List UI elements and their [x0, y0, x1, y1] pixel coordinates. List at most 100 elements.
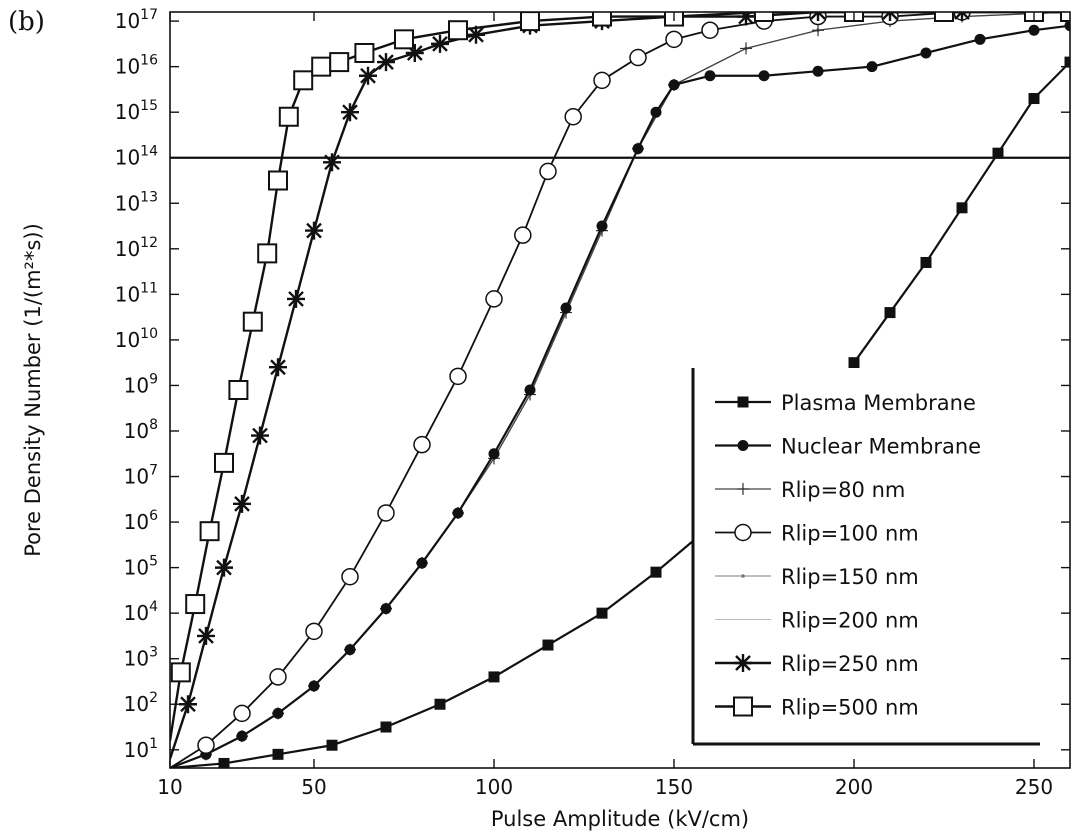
data-point [975, 34, 986, 45]
data-point [377, 53, 395, 71]
data-point [435, 699, 446, 710]
data-point [543, 640, 554, 651]
data-point [342, 569, 358, 585]
legend-label: Rlip=80 nm [781, 478, 905, 502]
legend-marker [738, 397, 749, 408]
y-tick-label: 108 [124, 417, 158, 443]
data-point [449, 21, 467, 39]
legend-label: Rlip=100 nm [781, 522, 919, 546]
data-point [1029, 93, 1040, 104]
data-point [565, 109, 581, 125]
data-point [666, 31, 682, 47]
data-point [812, 24, 824, 36]
legend-marker [735, 525, 751, 541]
data-point [651, 567, 662, 578]
y-tick-label: 1015 [115, 98, 158, 124]
y-tick-label: 1013 [115, 189, 158, 215]
data-point [345, 644, 356, 655]
data-point [540, 163, 556, 179]
y-tick-label: 1017 [115, 7, 158, 33]
legend-label: Plasma Membrane [781, 391, 976, 415]
data-point [197, 627, 215, 645]
data-point [525, 385, 536, 396]
data-point [849, 357, 860, 368]
data-point [215, 559, 233, 577]
data-point [270, 669, 286, 685]
data-point [705, 70, 716, 81]
data-point [417, 558, 428, 569]
data-point [355, 44, 373, 62]
y-tick-label: 1012 [115, 235, 158, 261]
data-point [327, 740, 338, 751]
legend-marker [741, 574, 745, 578]
data-point [740, 42, 752, 54]
data-point [737, 8, 755, 26]
y-tick-label: 109 [124, 371, 158, 397]
data-point [172, 663, 190, 681]
data-point [305, 222, 323, 240]
data-point [561, 303, 572, 314]
data-point [593, 8, 611, 26]
data-point [215, 454, 233, 472]
y-tick-label: 103 [124, 645, 158, 671]
y-tick-label: 107 [124, 463, 158, 489]
data-point [867, 61, 878, 72]
data-point [633, 143, 644, 154]
y-tick-label: 101 [124, 736, 158, 762]
data-point [306, 623, 322, 639]
y-axis-title: Pore Density Number (1/(m²*s)) [21, 223, 45, 557]
data-point [244, 313, 262, 331]
legend-label: Rlip=150 nm [781, 565, 919, 589]
data-point [486, 291, 502, 307]
data-point [921, 257, 932, 268]
data-point [414, 437, 430, 453]
legend-label: Rlip=500 nm [781, 696, 919, 720]
y-tick-label: 104 [124, 599, 158, 625]
data-point [179, 695, 197, 713]
data-point [594, 72, 610, 88]
data-point [813, 66, 824, 77]
data-point [669, 79, 680, 90]
data-point [312, 58, 330, 76]
legend: Plasma MembraneNuclear MembraneRlip=80 n… [693, 368, 1040, 744]
y-tick-label: 102 [124, 690, 158, 716]
legend-marker [738, 440, 749, 451]
data-point [597, 221, 608, 232]
data-point [341, 103, 359, 121]
y-tick-label: 1010 [115, 326, 158, 352]
data-point [233, 495, 251, 513]
data-point [359, 67, 377, 85]
data-point [269, 172, 287, 190]
legend-marker [734, 654, 752, 672]
data-point [280, 108, 298, 126]
data-point [885, 307, 896, 318]
x-tick-label: 200 [835, 775, 873, 799]
panel-label: (b) [8, 7, 45, 37]
data-point [395, 30, 413, 48]
data-point [258, 244, 276, 262]
data-point [381, 722, 392, 733]
x-tick-label: 100 [475, 775, 513, 799]
data-point [921, 47, 932, 58]
x-tick-label: 250 [1015, 775, 1053, 799]
x-tick-label: 150 [655, 775, 693, 799]
legend-entry: Rlip=500 nm [715, 696, 919, 720]
y-tick-label: 105 [124, 554, 158, 580]
data-point [651, 107, 662, 118]
legend-label: Rlip=200 nm [781, 609, 919, 633]
y-tick-label: 1016 [115, 53, 158, 79]
data-point [521, 12, 539, 30]
data-point [186, 595, 204, 613]
legend-marker [734, 698, 752, 716]
data-point [287, 290, 305, 308]
legend-box [693, 368, 1040, 744]
data-point [201, 522, 219, 540]
data-point [489, 448, 500, 459]
y-tick-label: 106 [124, 508, 158, 534]
data-point [323, 153, 341, 171]
data-point [251, 427, 269, 445]
data-point [489, 671, 500, 682]
x-tick-label: 50 [301, 775, 326, 799]
data-point [309, 681, 320, 692]
